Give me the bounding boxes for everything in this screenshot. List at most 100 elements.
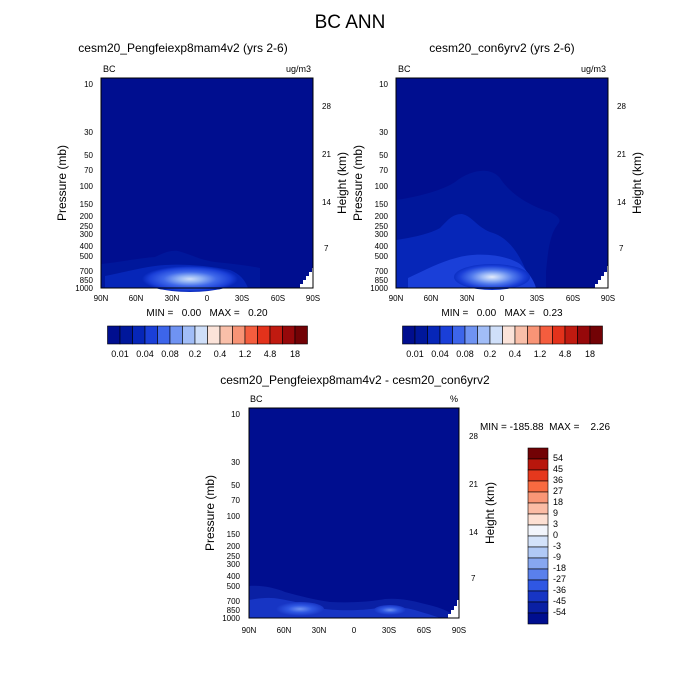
panel-2-ytick-10: 10 [379,80,388,89]
panel-3-left-label: BC [250,394,263,404]
panel-1-ytick-400: 400 [80,242,94,251]
panel-3-plot-area [248,407,460,619]
panel-2-plot-area [395,77,609,290]
panel-2-ytick-850: 850 [375,276,389,285]
panel-2-colorbar-swatch-14 [577,325,591,345]
panel-1-colorbar-swatch-10 [232,325,246,345]
panel-2-xtick-0: 0 [500,294,505,303]
panel-2-cb-label-5: 1.2 [534,349,547,359]
panel-1-cb-label-2: 0.08 [161,349,179,359]
panel-2-cb-label-2: 0.08 [456,349,474,359]
panel-1-y-axis: 10 30 50 70 100 150 200 250 300 400 500 … [55,80,94,293]
panel-2-x-axis: 90N 60N 30N 0 30S 60S 90S [389,294,615,303]
panel-2-ytick-500: 500 [375,252,389,261]
panel-1-colorbar-swatch-9 [219,325,233,345]
panel-1-colorbar-swatch-0 [107,325,121,345]
panel-3-ytick-250: 250 [227,552,241,561]
panel-3-ytick-100: 100 [227,512,241,521]
panel-1-title: cesm20_Pengfeiexp8mam4v2 (yrs 2-6) [78,41,287,55]
panel-2-cb-label-1: 0.04 [431,349,449,359]
panel-1-ytick-70: 70 [84,166,93,175]
panel-1-colorbar-swatch-5 [169,325,183,345]
panel-1-xtick-90N: 90N [94,294,109,303]
panel-1-ytick-500: 500 [80,252,94,261]
panel-3-cb-label-6: 3 [553,519,558,529]
panel-3-xtick-60S: 60S [417,626,431,635]
panel-2-y2tick-28: 28 [617,102,626,111]
panel-1-colorbar-swatch-13 [269,325,283,345]
panel-1-ytick-150: 150 [80,200,94,209]
panel-2-colorbar: 0.01 0.04 0.08 0.2 0.4 1.2 4.8 18 [402,325,603,359]
panel-2-xtick-90N: 90N [389,294,404,303]
panel-2-xtick-90S: 90S [601,294,615,303]
panel-3-ytick-500: 500 [227,582,241,591]
panel-1-x-axis: 90N 60N 30N 0 30S 60S 90S [94,294,320,303]
panel-1-y2tick-28: 28 [322,102,331,111]
panel-1-cb-label-6: 4.8 [264,349,277,359]
panel-2-colorbar-swatch-2 [427,325,441,345]
panel-3-field [249,408,459,618]
panel-3-cb-label-2: 36 [553,475,563,485]
panel-2-ytick-700: 700 [375,267,389,276]
panel-2-terrain [595,266,608,288]
panel-2-colorbar-swatch-8 [502,325,516,345]
panel-2-y-axis: 10 30 50 70 100 150 200 250 300 400 500 … [351,80,389,293]
panel-2-colorbar-swatch-0 [402,325,416,345]
panel-3-colorbar-swatch-1 [527,458,549,471]
panel-3-colorbar: 54 45 36 27 18 9 3 0 -3 -9 -18 -27 -36 -… [527,447,566,625]
panel-2-xtick-30N: 30N [460,294,475,303]
panel-3-colorbar-swatch-15 [527,612,549,625]
panel-3-ytick-200: 200 [227,542,241,551]
panel-3-title: cesm20_Pengfeiexp8mam4v2 - cesm20_con6yr… [220,373,490,387]
panel-3-cb-label-5: 9 [553,508,558,518]
panel-3-y2tick-7: 7 [471,574,476,583]
panel-3-ytick-1000: 1000 [222,614,240,623]
panel-1-cb-label-1: 0.04 [136,349,154,359]
panel-1-colorbar-swatch-12 [257,325,271,345]
panel-1-colorbar-swatch-7 [194,325,208,345]
panel-3-cb-label-12: -36 [553,585,566,595]
panel-1-ytick-250: 250 [80,222,94,231]
panel-2-plume-core [454,264,530,290]
panel-2-colorbar-swatch-7 [489,325,503,345]
panel-2-ytick-400: 400 [375,242,389,251]
panel-1-terrain [300,268,313,288]
panel-2-colorbar-swatch-10 [527,325,541,345]
panel-1-left-label: BC [103,64,116,74]
panel-2-ytick-70: 70 [379,166,388,175]
panel-2-frame [395,77,609,289]
panel-3-xtick-30N: 30N [312,626,327,635]
panel-1-ytick-10: 10 [84,80,93,89]
panel-3-cb-label-7: 0 [553,530,558,540]
panel-2-cb-label-6: 4.8 [559,349,572,359]
panel-1-ytick-1000: 1000 [75,284,93,293]
panel-2-colorbar-swatch-4 [452,325,466,345]
panel-1-colorbar: 0.01 0.04 0.08 0.2 0.4 1.2 4.8 18 [107,325,308,359]
panel-3-cb-label-14: -54 [553,607,566,617]
panel-2-colorbar-swatch-1 [414,325,428,345]
panel-3-ytick-150: 150 [227,530,241,539]
figure-title: BC ANN [315,12,386,33]
panel-1-ylabel: Pressure (mb) [55,145,69,221]
panel-1-cb-label-5: 1.2 [239,349,252,359]
panel-1-y2tick-14: 14 [322,198,331,207]
panel-3-plume-north [276,602,324,616]
panel-2-y2label: Height (km) [630,152,644,214]
panel-3-y2tick-14: 14 [469,528,478,537]
panel-2-y2tick-14: 14 [617,198,626,207]
panel-1-colorbar-swatch-14 [282,325,296,345]
panel-2-xtick-60N: 60N [424,294,439,303]
panel-1-frame [100,77,314,289]
panel-3-right-label: % [450,394,458,404]
panel-1-cb-label-4: 0.4 [214,349,227,359]
panel-2-xtick-60S: 60S [566,294,580,303]
panel-1-y2-axis: 28 21 14 7 Height (km) [322,102,349,253]
panel-2-ylabel: Pressure (mb) [351,145,365,221]
panel-3-ytick-850: 850 [227,606,241,615]
panel-3-colorbar-swatch-3 [527,480,549,493]
panel-2-y2tick-7: 7 [619,244,624,253]
panel-3-colorbar-swatch-9 [527,546,549,559]
panel-1-colorbar-swatch-1 [119,325,133,345]
panel-3-ylabel: Pressure (mb) [203,475,217,551]
panel-3-cb-label-3: 27 [553,486,563,496]
